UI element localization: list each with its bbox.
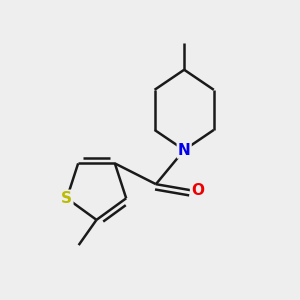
Text: S: S xyxy=(61,191,72,206)
Text: N: N xyxy=(178,142,190,158)
Text: O: O xyxy=(191,183,204,198)
